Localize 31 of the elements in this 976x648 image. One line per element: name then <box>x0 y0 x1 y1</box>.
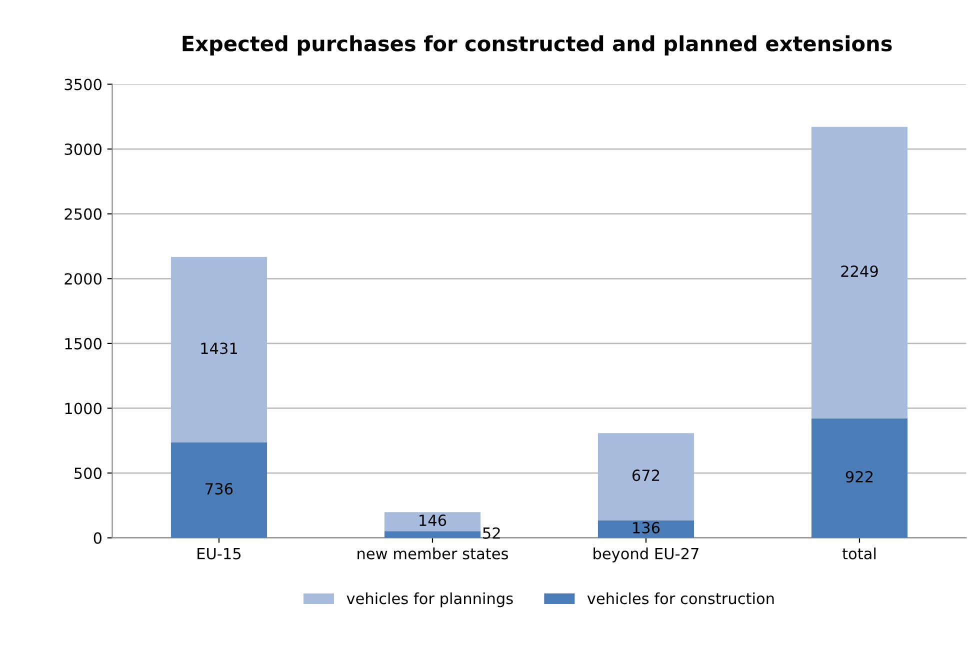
y-tick-label: 1500 <box>65 338 102 350</box>
bar <box>170 442 268 538</box>
chart-title: Expected purchases for constructed and planned extensions <box>182 35 892 56</box>
data-label: 736 <box>206 483 233 495</box>
y-tick-label: 3000 <box>64 144 102 156</box>
y-tick-label: 1000 <box>65 402 102 414</box>
legend-label: vehicles for plannings <box>346 592 513 608</box>
data-label: 922 <box>846 470 873 483</box>
bar <box>598 520 694 538</box>
bar <box>811 126 908 418</box>
y-tick-label: 0 <box>94 532 102 544</box>
x-tick-label: total <box>842 548 876 560</box>
data-label: 672 <box>632 470 660 482</box>
data-label: 146 <box>420 514 446 526</box>
y-tick-label: 500 <box>74 468 102 480</box>
bar <box>384 531 481 538</box>
data-label: 52 <box>483 527 500 539</box>
bar <box>598 433 694 520</box>
x-tick-label: EU-15 <box>198 548 241 560</box>
x-tick-label: beyond EU-27 <box>594 548 698 562</box>
y-tick-label: 2500 <box>64 208 102 220</box>
data-label: 2249 <box>841 265 878 278</box>
y-tick-label: 2000 <box>64 273 102 285</box>
data-label: 1431 <box>201 342 238 354</box>
bar <box>170 256 268 442</box>
legend-label: vehicles for construction <box>587 592 774 604</box>
y-tick-label: 3500 <box>64 78 102 90</box>
bar <box>384 512 481 532</box>
x-tick-label: new member states <box>358 548 508 560</box>
bar <box>811 418 908 538</box>
data-label: 136 <box>633 522 660 534</box>
